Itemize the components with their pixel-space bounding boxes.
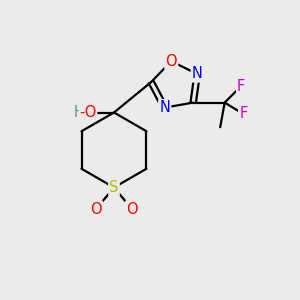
Text: O: O <box>126 202 138 217</box>
Text: O: O <box>165 54 177 69</box>
Text: F: F <box>237 79 245 94</box>
Text: H: H <box>74 105 84 120</box>
Text: O: O <box>90 202 102 217</box>
Text: F: F <box>239 106 248 122</box>
Text: N: N <box>192 67 203 82</box>
Text: N: N <box>159 100 170 115</box>
Text: -O: -O <box>79 105 97 120</box>
Text: S: S <box>109 180 119 195</box>
